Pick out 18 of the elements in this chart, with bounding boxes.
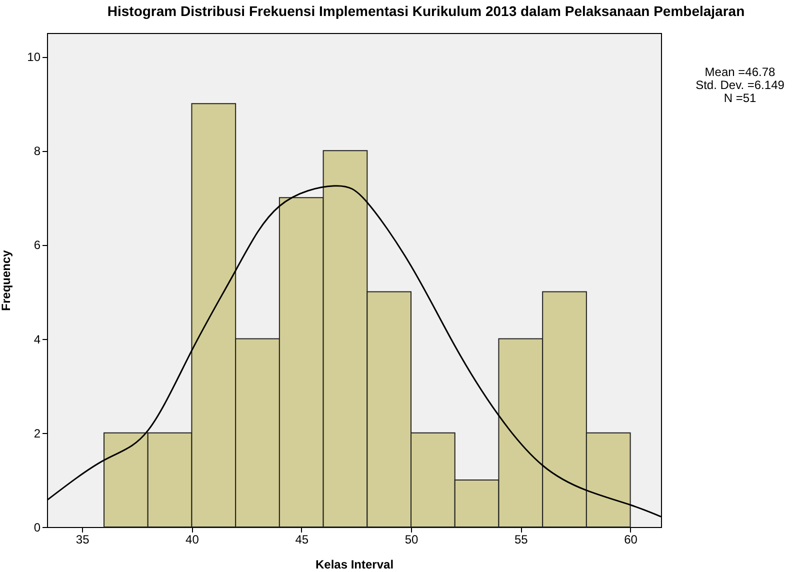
x-tick-label: 35 [76, 532, 90, 546]
y-tick-label: 6 [34, 238, 41, 252]
chart-title: Histogram Distribusi Frekuensi Implementasi Kurikulum 2013 dalam Pelaksanaan Pembelajaran [107, 3, 745, 19]
x-tick-label: 40 [186, 532, 200, 546]
y-tick-label: 2 [34, 426, 41, 440]
text: Mean =46.78 [704, 65, 776, 79]
text: Std. Dev. =6.149 [694, 78, 786, 92]
x-tick-label: 60 [624, 532, 638, 546]
y-tick-label: 0 [34, 520, 41, 534]
y-tick-label: 4 [34, 332, 41, 346]
y-axis-title: Frequency [0, 250, 14, 311]
x-axis-title: Kelas Interval [315, 558, 394, 572]
x-tick-label: 45 [295, 532, 309, 546]
x-tick-label: 50 [404, 532, 419, 546]
text: N =51 [722, 91, 758, 105]
y-tick-label: 8 [34, 144, 41, 158]
y-tick-label: 10 [27, 50, 41, 64]
x-tick-label: 55 [514, 532, 528, 546]
